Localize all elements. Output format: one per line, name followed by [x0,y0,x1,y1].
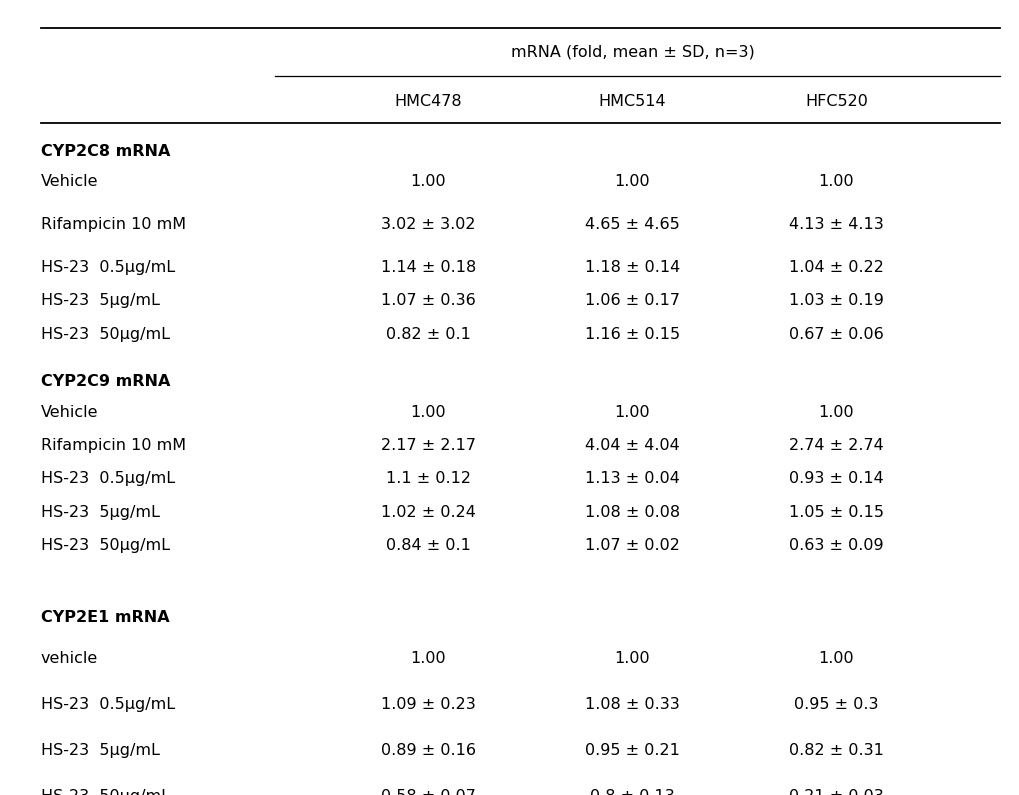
Text: 0.67 ± 0.06: 0.67 ± 0.06 [789,327,882,342]
Text: 1.06 ± 0.17: 1.06 ± 0.17 [584,293,680,308]
Text: 1.04 ± 0.22: 1.04 ± 0.22 [788,260,883,275]
Text: 1.18 ± 0.14: 1.18 ± 0.14 [584,260,680,275]
Text: 1.00: 1.00 [818,174,853,189]
Text: CYP2E1 mRNA: CYP2E1 mRNA [41,610,169,625]
Text: HS-23  50μg/mL: HS-23 50μg/mL [41,789,169,795]
Text: 1.02 ± 0.24: 1.02 ± 0.24 [380,505,476,520]
Text: vehicle: vehicle [41,651,98,666]
Text: 2.74 ± 2.74: 2.74 ± 2.74 [789,438,882,453]
Text: HS-23  5μg/mL: HS-23 5μg/mL [41,293,160,308]
Text: 1.07 ± 0.36: 1.07 ± 0.36 [381,293,475,308]
Text: Vehicle: Vehicle [41,405,98,420]
Text: HS-23  50μg/mL: HS-23 50μg/mL [41,538,169,553]
Text: 1.13 ± 0.04: 1.13 ± 0.04 [584,471,680,487]
Text: Rifampicin 10 mM: Rifampicin 10 mM [41,438,185,453]
Text: 4.65 ± 4.65: 4.65 ± 4.65 [585,217,679,232]
Text: 1.07 ± 0.02: 1.07 ± 0.02 [584,538,680,553]
Text: 0.82 ± 0.31: 0.82 ± 0.31 [788,743,883,758]
Text: 3.02 ± 3.02: 3.02 ± 3.02 [381,217,475,232]
Text: 4.04 ± 4.04: 4.04 ± 4.04 [585,438,679,453]
Text: 1.00: 1.00 [614,405,649,420]
Text: 0.63 ± 0.09: 0.63 ± 0.09 [789,538,882,553]
Text: 1.14 ± 0.18: 1.14 ± 0.18 [380,260,476,275]
Text: 1.00: 1.00 [614,651,649,666]
Text: 1.00: 1.00 [614,174,649,189]
Text: 0.21 ± 0.03: 0.21 ± 0.03 [789,789,882,795]
Text: 1.08 ± 0.33: 1.08 ± 0.33 [585,697,679,712]
Text: 1.1 ± 0.12: 1.1 ± 0.12 [385,471,471,487]
Text: 2.17 ± 2.17: 2.17 ± 2.17 [380,438,476,453]
Text: HS-23  0.5μg/mL: HS-23 0.5μg/mL [41,471,174,487]
Text: 0.93 ± 0.14: 0.93 ± 0.14 [789,471,882,487]
Text: mRNA (fold, mean ± SD, n=3): mRNA (fold, mean ± SD, n=3) [511,45,753,59]
Text: 1.03 ± 0.19: 1.03 ± 0.19 [788,293,883,308]
Text: Vehicle: Vehicle [41,174,98,189]
Text: 4.13 ± 4.13: 4.13 ± 4.13 [789,217,882,232]
Text: 1.16 ± 0.15: 1.16 ± 0.15 [584,327,680,342]
Text: 1.00: 1.00 [411,174,445,189]
Text: 1.08 ± 0.08: 1.08 ± 0.08 [584,505,680,520]
Text: 0.95 ± 0.21: 0.95 ± 0.21 [584,743,680,758]
Text: CYP2C8 mRNA: CYP2C8 mRNA [41,144,170,159]
Text: HS-23  5μg/mL: HS-23 5μg/mL [41,743,160,758]
Text: HS-23  0.5μg/mL: HS-23 0.5μg/mL [41,697,174,712]
Text: 1.00: 1.00 [818,405,853,420]
Text: 1.00: 1.00 [411,405,445,420]
Text: 1.09 ± 0.23: 1.09 ± 0.23 [381,697,475,712]
Text: 1.00: 1.00 [411,651,445,666]
Text: 0.58 ± 0.07: 0.58 ± 0.07 [380,789,476,795]
Text: HMC514: HMC514 [598,95,665,109]
Text: HS-23  5μg/mL: HS-23 5μg/mL [41,505,160,520]
Text: 1.00: 1.00 [818,651,853,666]
Text: 0.82 ± 0.1: 0.82 ± 0.1 [385,327,471,342]
Text: 0.95 ± 0.3: 0.95 ± 0.3 [794,697,877,712]
Text: Rifampicin 10 mM: Rifampicin 10 mM [41,217,185,232]
Text: 0.84 ± 0.1: 0.84 ± 0.1 [385,538,471,553]
Text: 0.8 ± 0.13: 0.8 ± 0.13 [589,789,675,795]
Text: HFC520: HFC520 [804,95,867,109]
Text: HS-23  50μg/mL: HS-23 50μg/mL [41,327,169,342]
Text: 0.89 ± 0.16: 0.89 ± 0.16 [380,743,476,758]
Text: 1.05 ± 0.15: 1.05 ± 0.15 [788,505,883,520]
Text: CYP2C9 mRNA: CYP2C9 mRNA [41,374,170,390]
Text: HMC478: HMC478 [394,95,462,109]
Text: HS-23  0.5μg/mL: HS-23 0.5μg/mL [41,260,174,275]
